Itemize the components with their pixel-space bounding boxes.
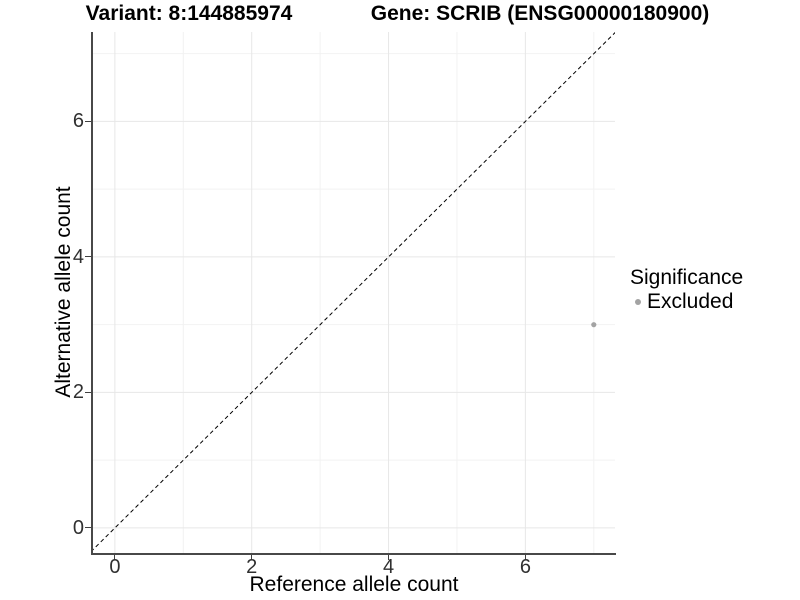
x-tick-label: 0 — [109, 556, 121, 578]
x-tick-label: 6 — [519, 556, 531, 578]
plot-title-gene: Gene: SCRIB (ENSG00000180900) — [370, 2, 710, 25]
x-tick-mark — [114, 555, 116, 560]
x-axis-title: Reference allele count — [249, 573, 459, 596]
x-tick-mark — [524, 555, 526, 560]
y-tick-mark — [85, 391, 91, 393]
legend-title: Significance — [630, 266, 744, 289]
x-tick-mark — [251, 555, 253, 560]
x-tick-label: 4 — [382, 556, 395, 578]
x-axis-line — [91, 553, 616, 555]
y-tick-label: 2 — [72, 381, 84, 404]
legend: Significance Excluded — [630, 265, 743, 314]
y-tick-label: 4 — [72, 245, 84, 268]
y-tick-mark — [85, 256, 91, 258]
legend-item-excluded: Excluded — [630, 290, 743, 314]
legend-item-label: Excluded — [647, 290, 734, 313]
identity-reference-line — [93, 32, 615, 551]
y-axis-title: Alternative allele count — [52, 186, 75, 398]
plot-panel — [93, 32, 615, 553]
y-tick-mark — [85, 120, 91, 122]
y-tick-label: 0 — [72, 516, 84, 539]
y-axis-line — [91, 32, 93, 555]
x-tick-label: 2 — [246, 556, 258, 578]
y-tick-mark — [85, 527, 91, 529]
y-tick-label: 6 — [72, 110, 84, 133]
legend-point-icon — [635, 299, 641, 305]
data-point — [591, 322, 597, 328]
x-tick-mark — [388, 555, 390, 560]
plot-title-variant: Variant: 8:144885974 — [85, 2, 293, 25]
